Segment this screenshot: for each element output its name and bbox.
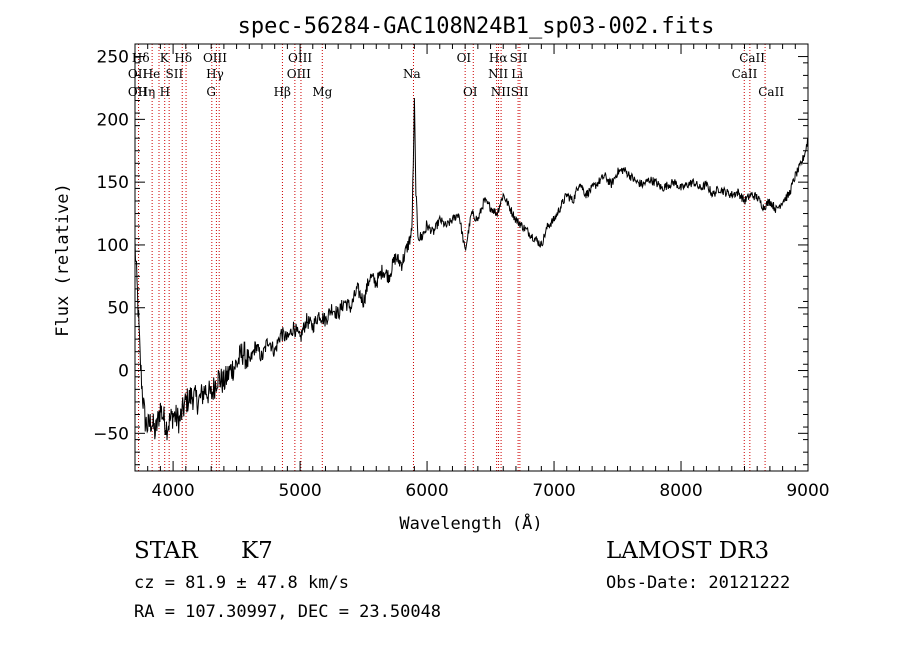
line-label-15: NII	[488, 67, 508, 81]
emission-line-markers	[138, 44, 766, 471]
y-tick-label-150: 150	[97, 173, 129, 193]
line-label-13: OIII	[287, 67, 311, 81]
y-axis-label: Flux (relative)	[53, 183, 73, 337]
x-axis-label: Wavelength (Å)	[399, 512, 542, 534]
line-label-10: He	[143, 67, 161, 81]
axes: 4000 5000 6000 7000 8000 9000 −50 0 50 100 150 200 2…	[93, 44, 830, 501]
y-tick-label-250: 250	[97, 48, 129, 68]
line-label-5: OI	[457, 51, 472, 65]
line-label-21: G	[206, 85, 216, 99]
line-label-1: K	[160, 51, 170, 65]
x-tick-label-5000: 5000	[278, 481, 321, 501]
survey-name: LAMOST DR3	[606, 538, 770, 564]
line-label-20: H	[160, 85, 170, 99]
x-tick-label-9000: 9000	[786, 481, 829, 501]
line-label-16: Li	[511, 67, 523, 81]
line-label-7: SII	[510, 51, 528, 65]
x-tick-label-7000: 7000	[532, 481, 575, 501]
line-label-12: Hγ	[206, 67, 224, 81]
line-label-8: CaII	[739, 51, 765, 65]
y-tick-label-200: 200	[97, 110, 129, 130]
line-label-11: SII	[166, 67, 184, 81]
chart-title: spec-56284-GAC108N24B1_sp03-002.fits	[238, 14, 715, 39]
line-label-17: CaII	[732, 67, 758, 81]
object-class: STAR	[134, 538, 198, 564]
line-label-24: OI	[463, 85, 478, 99]
line-label-6: Hα	[489, 51, 508, 65]
spectrum-series	[134, 97, 809, 441]
object-subclass: K7	[241, 538, 273, 564]
line-label-9: OII	[128, 67, 148, 81]
line-label-22: Hβ	[274, 85, 291, 99]
x-tick-label-4000: 4000	[151, 481, 194, 501]
ra-dec: RA = 107.30997, DEC = 23.50048	[134, 602, 442, 622]
line-label-18: OII	[128, 85, 148, 99]
line-label-3: OIII	[203, 51, 227, 65]
line-label-19: Hη	[138, 85, 156, 99]
y-tick-label-50: 50	[107, 299, 129, 319]
obs-date: Obs-Date: 20121222	[606, 573, 791, 593]
x-tick-label-8000: 8000	[659, 481, 702, 501]
line-label-26: CaII	[758, 85, 784, 99]
plot-frame	[134, 43, 809, 472]
line-label-25: NIISII	[491, 85, 529, 99]
x-tick-label-6000: 6000	[405, 481, 448, 501]
line-label-2: Hδ	[174, 51, 192, 65]
line-label-14: Na	[403, 67, 421, 81]
line-label-23: Mg	[312, 85, 332, 99]
spectrum-line	[134, 97, 809, 441]
line-label-0: Hδ	[132, 51, 150, 65]
line-label-4: OIII	[288, 51, 312, 65]
y-tick-label-100: 100	[97, 236, 129, 256]
y-tick-label--50: −50	[93, 424, 129, 444]
redshift-cz: cz = 81.9 ± 47.8 km/s	[134, 573, 349, 593]
y-tick-label-0: 0	[118, 362, 129, 382]
